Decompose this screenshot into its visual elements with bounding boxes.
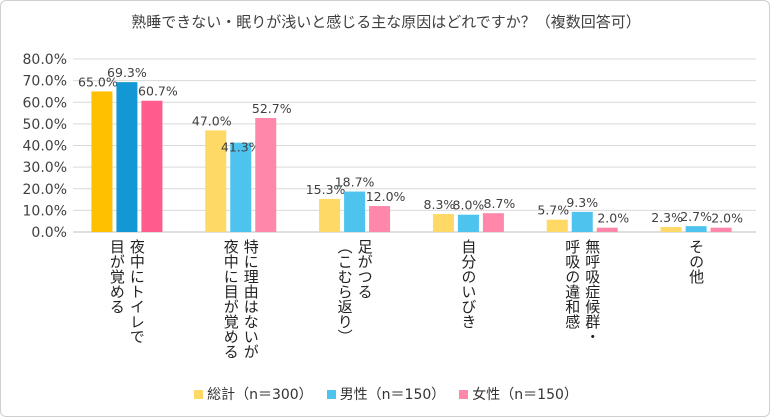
x-tick-label: 足がつる （こむら返り） [335, 239, 374, 344]
bar [205, 130, 227, 232]
bar [116, 82, 138, 232]
legend-label: 女性（n＝150） [472, 387, 578, 403]
x-tick-label: その他 [687, 239, 706, 284]
y-tick-label: 30.0% [23, 160, 67, 176]
legend-item: 総計（n＝300） [194, 384, 313, 404]
bar [91, 91, 113, 232]
legend-swatch [194, 389, 204, 399]
data-label: 41.3% [221, 140, 261, 155]
bar [546, 219, 568, 232]
data-label: 60.7% [138, 84, 178, 99]
bar [571, 211, 593, 232]
data-label: 2.0% [597, 211, 629, 226]
legend-item: 男性（n＝150） [326, 384, 446, 404]
bar [230, 142, 252, 232]
y-tick-label: 40.0% [23, 139, 67, 155]
bar [710, 227, 732, 232]
data-label: 2.0% [711, 211, 743, 226]
bar [660, 227, 682, 232]
data-label: 65.0% [78, 74, 118, 89]
y-tick-label: 70.0% [23, 74, 67, 90]
data-label: 52.7% [252, 101, 292, 116]
data-label: 8.0% [453, 198, 485, 213]
y-tick-label: 10.0% [23, 203, 67, 219]
bar [255, 118, 277, 232]
legend-swatch [459, 389, 469, 399]
y-tick-label: 0.0% [31, 225, 67, 241]
x-tick-label: 特に理由はないが 夜中に目が覚める [221, 239, 260, 359]
legend-item: 女性（n＝150） [459, 384, 578, 404]
y-tick-label: 60.0% [23, 95, 67, 111]
bar [344, 191, 366, 232]
bar [369, 206, 391, 232]
data-label: 8.7% [484, 196, 516, 211]
data-label: 18.7% [335, 175, 375, 190]
data-label: 5.7% [537, 203, 569, 218]
y-tick-label: 80.0% [23, 52, 67, 68]
data-label: 12.0% [366, 189, 406, 204]
x-tick-label: 無呼吸症候群・ 呼吸の違和感 [563, 239, 602, 344]
bar [596, 227, 618, 232]
data-label: 2.3% [651, 210, 683, 225]
legend: 総計（n＝300） 男性（n＝150） 女性（n＝150） [1, 384, 769, 404]
bar [141, 100, 163, 232]
legend-swatch [326, 389, 336, 399]
x-tick-label: 自分のいびき [459, 239, 478, 329]
bar [432, 214, 454, 232]
x-tick-label: 夜中にトイレで 目が覚める [107, 239, 146, 344]
bar [685, 226, 707, 232]
data-label: 2.7% [680, 209, 712, 224]
y-tick-label: 50.0% [23, 117, 67, 133]
bar [457, 214, 479, 232]
y-tick-label: 20.0% [23, 182, 67, 198]
bar [482, 213, 504, 232]
legend-label: 総計（n＝300） [207, 387, 313, 403]
data-label: 9.3% [566, 195, 598, 210]
data-label: 15.3% [306, 182, 346, 197]
bar [319, 198, 341, 232]
data-label: 69.3% [107, 65, 147, 80]
data-label: 47.0% [192, 113, 232, 128]
data-label: 8.3% [424, 197, 456, 212]
legend-label: 男性（n＝150） [339, 387, 446, 403]
chart-title: 熟睡できない・眠りが浅いと感じる主な原因はどれですか？（複数回答可） [131, 13, 641, 31]
